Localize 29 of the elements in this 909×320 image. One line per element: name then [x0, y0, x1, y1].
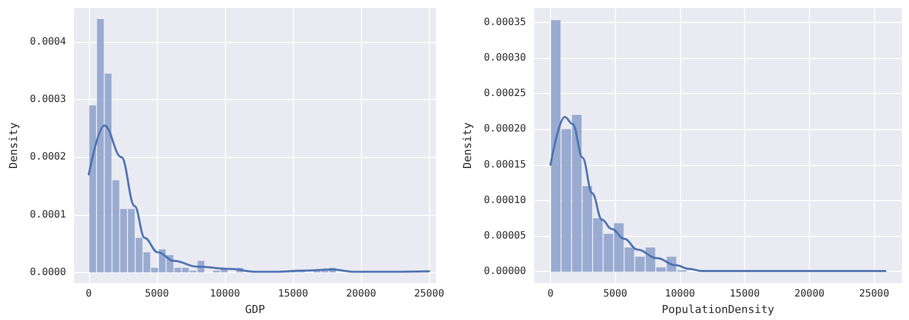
y-tick-label: 0.00005 [484, 230, 526, 242]
x-tick-label: 0 [86, 288, 92, 300]
y-tick-label: 0.00020 [484, 124, 526, 135]
y-tick-label: 0.0001 [30, 209, 66, 220]
y-tick-label: 0.00010 [484, 194, 526, 206]
x-tick-label: 20000 [794, 288, 824, 300]
y-tick-label: 0.0002 [30, 152, 66, 163]
x-tick-label: 10000 [664, 288, 696, 300]
x-tick-label: 10000 [210, 288, 240, 300]
x-axis-title: GDP [245, 303, 266, 316]
x-tick-label: 15000 [730, 288, 760, 300]
x-tick-label: 5000 [603, 288, 628, 300]
x-tick-label: 25000 [414, 288, 444, 300]
y-tick-label: 0.00025 [484, 88, 526, 100]
x-tick-label: 20000 [346, 288, 376, 300]
y-tick-label: 0.0004 [30, 36, 66, 48]
y-tick-label: 0.0000 [30, 266, 66, 278]
x-tick-label: 15000 [278, 288, 308, 300]
y-tick-label: 0.00000 [484, 266, 526, 278]
x-tick-label: 0 [547, 288, 554, 300]
y-axis-title: Density [461, 122, 474, 169]
x-axis-title: PopulationDensity [662, 303, 775, 316]
x-tick-label: 25000 [859, 288, 890, 300]
y-tick-label: 0.00015 [484, 159, 526, 170]
y-tick-label: 0.00035 [484, 16, 526, 28]
y-axis-title: Density [7, 122, 20, 169]
y-tick-label: 0.00030 [484, 52, 526, 64]
y-tick-label: 0.0003 [30, 94, 66, 106]
x-tick-label: 5000 [144, 288, 169, 300]
